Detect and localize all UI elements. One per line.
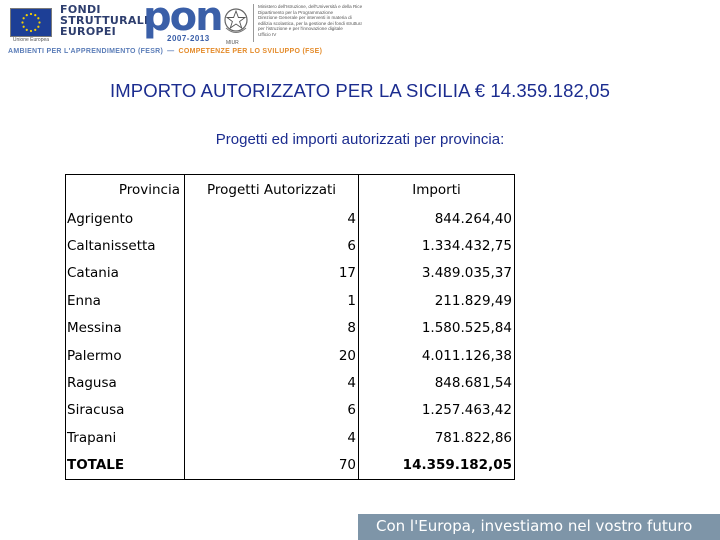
fondi-line: EUROPEI: [60, 25, 117, 38]
cell-progetti: 4: [347, 210, 356, 227]
eu-star: [34, 14, 37, 17]
cell-provincia: Ragusa: [65, 369, 185, 397]
eu-star: [34, 28, 37, 31]
cell-importo: 3.489.035,37: [358, 259, 515, 288]
ministry-line: Dipartimento per la Programmazione: [258, 9, 334, 15]
eu-star: [25, 14, 28, 17]
ministry-text: Ministero dell'Istruzione, dell'Universi…: [258, 4, 362, 38]
cell-total-progetti: 70: [184, 451, 359, 480]
table-header-row: Provincia Progetti Autorizzati Importi: [65, 174, 515, 205]
italian-emblem-icon: [224, 8, 248, 33]
eu-star: [29, 29, 33, 33]
fondi-strutturali-logo: FONDI STRUTTURALI EUROPEI: [60, 3, 149, 38]
cell-importo: 781.822,86: [358, 424, 515, 452]
cell-provincia: Catania: [65, 259, 185, 288]
pon-years: 2007-2013: [167, 34, 210, 43]
cell-progetti: 17: [338, 265, 356, 282]
table-row: Messina 8 1.580.525,84: [65, 314, 515, 342]
eu-star: [25, 28, 28, 31]
ministry-line: Ufficio IV: [258, 31, 277, 37]
cell-provincia: Messina: [65, 314, 185, 342]
eu-star: [38, 21, 41, 24]
program-subtitle: AMBIENTI PER L'APPRENDIMENTO (FESR) — COMP…: [8, 48, 322, 55]
ministry-line: Ministero dell'Istruzione, dell'Universi…: [258, 4, 362, 9]
header-importi: Importi: [358, 174, 515, 205]
cell-importo: 1.580.525,84: [358, 314, 515, 342]
table-row: Agrigento 4 844.264,40: [65, 205, 515, 233]
table-row: Ragusa 4 848.681,54: [65, 369, 515, 397]
cell-importo: 4.011.126,38: [358, 341, 515, 370]
cell-provincia: Siracusa: [65, 396, 185, 425]
cell-progetti: 8: [347, 320, 356, 337]
ministry-line: edilizia scolastica, per la gestione dei…: [258, 20, 362, 26]
cell-importo: 844.264,40: [358, 205, 515, 233]
cell-provincia: Agrigento: [65, 205, 185, 233]
ministry-line: per l'istruzione e per l'innovazione dig…: [258, 26, 343, 32]
cell-total-importo: 14.359.182,05: [358, 451, 515, 480]
eu-star: [29, 12, 33, 16]
pon-word: pon: [143, 0, 224, 40]
table-row: Palermo 20 4.011.126,38: [65, 341, 515, 370]
banner-divider: [253, 4, 254, 42]
cell-importo: 1.334.432,75: [358, 232, 515, 260]
cell-provincia: Palermo: [65, 341, 185, 370]
cell-progetti: 4: [347, 429, 356, 446]
footer-bar: Con l'Europa, investiamo nel vostro futu…: [358, 514, 720, 540]
pon-logo: pon 2007-2013: [143, 0, 224, 46]
cell-provincia: Enna: [65, 287, 185, 315]
ministry-line: Direzione Generale per interventi in mat…: [258, 15, 352, 21]
table-row: Enna 1 211.829,49: [65, 287, 515, 315]
cell-progetti: 6: [347, 402, 356, 419]
page-subtitle: Progetti ed importi autorizzati per prov…: [215, 131, 505, 148]
eu-star: [21, 21, 24, 24]
fondi-line: STRUTTURALI: [60, 14, 149, 27]
cell-provincia: Caltanissetta: [65, 232, 185, 260]
eu-star: [37, 25, 40, 28]
cell-progetti: 6: [347, 238, 356, 255]
fesr-label: AMBIENTI PER L'APPRENDIMENTO (FESR): [8, 48, 164, 55]
header-provincia: Provincia: [65, 174, 185, 205]
table-row: Caltanissetta 6 1.334.432,75: [65, 232, 515, 260]
fse-label: COMPETENZE PER LO SVILUPPO (FSE): [178, 48, 323, 55]
cell-total-label: TOTALE: [65, 451, 185, 480]
emblem-caption: MIUR: [226, 40, 239, 46]
eu-caption: Unione Europea: [12, 37, 50, 43]
cell-importo: 211.829,49: [358, 287, 515, 315]
header-banner: Unione Europea FONDI STRUTTURALI EUROPEI…: [0, 0, 720, 62]
table-row: Siracusa 6 1.257.463,42: [65, 396, 515, 425]
subbanner-dash: —: [167, 48, 175, 55]
cell-importo: 848.681,54: [358, 369, 515, 397]
table-row: Trapani 4 781.822,86: [65, 424, 515, 452]
cell-progetti: 20: [338, 347, 356, 364]
cell-progetti: 1: [347, 292, 356, 309]
footer-slogan: Con l'Europa, investiamo nel vostro futu…: [376, 517, 693, 535]
fondi-line: FONDI: [60, 3, 101, 16]
eu-flag-icon: [10, 8, 52, 37]
table-total-row: TOTALE 70 14.359.182,05: [65, 451, 515, 480]
eu-star: [37, 17, 40, 20]
eu-star: [22, 25, 25, 28]
province-table: Provincia Progetti Autorizzati Importi A…: [65, 174, 515, 480]
header-progetti: Progetti Autorizzati: [184, 174, 359, 205]
cell-provincia: Trapani: [65, 424, 185, 452]
table-row: Catania 17 3.489.035,37: [65, 259, 515, 288]
cell-progetti: 4: [347, 375, 356, 392]
cell-importo: 1.257.463,42: [358, 396, 515, 425]
eu-star: [22, 17, 25, 20]
page-title: IMPORTO AUTORIZZATO PER LA SICILIA € 14.…: [110, 80, 610, 101]
